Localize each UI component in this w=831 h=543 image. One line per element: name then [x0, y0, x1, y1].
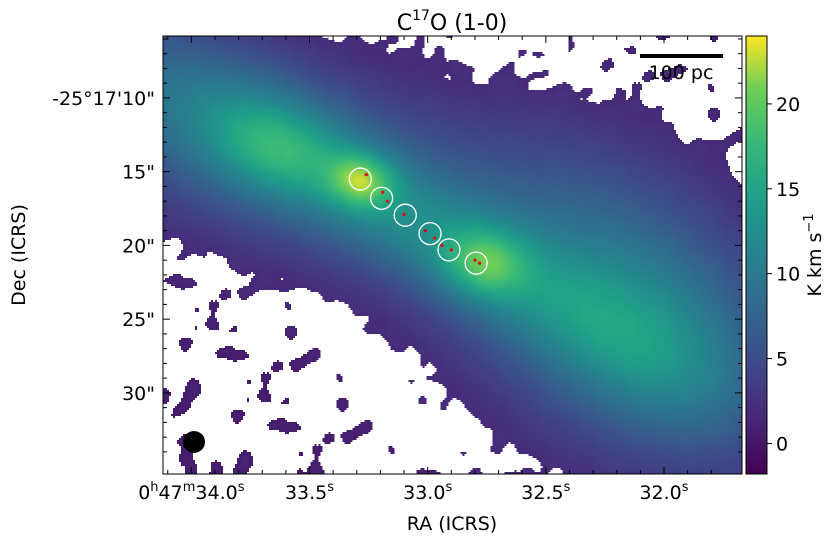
red-marker: [423, 229, 427, 233]
colorbar: 0 5 10 15 20 K km s−1: [745, 35, 826, 475]
colorbar-tick-label: 20: [776, 94, 800, 116]
x-tick-label: 32.0s: [639, 480, 688, 504]
colorbar-tick-label: 5: [776, 349, 788, 371]
red-marker: [385, 199, 390, 203]
scale-bar-label: 100 pc: [649, 62, 714, 84]
red-markers: [364, 173, 482, 265]
y-tick-label: 25": [122, 309, 155, 331]
red-marker: [402, 212, 406, 217]
aperture-circle: [369, 186, 394, 210]
aperture-circle: [418, 221, 442, 246]
y-axis-label: Dec (ICRS): [8, 204, 30, 306]
intensity-map: [163, 36, 742, 474]
y-tick-label: -25°17'10": [52, 88, 155, 110]
plot-area: 100 pc: [162, 35, 743, 475]
beam-ellipse: [183, 431, 205, 453]
x-tick-label: 0h47m34.0s: [138, 480, 245, 504]
aperture-circle: [437, 238, 461, 262]
red-marker: [433, 236, 437, 240]
y-tick-label: 15": [122, 162, 155, 184]
red-marker: [449, 248, 453, 252]
red-marker: [473, 258, 477, 262]
colorbar-tick-label: 15: [776, 179, 800, 201]
aperture-circle: [464, 251, 488, 275]
colorbar-gradient: [745, 35, 768, 475]
x-axis-label: RA (ICRS): [407, 513, 497, 535]
x-axis: 0h47m34.0s 33.5s 33.0s 32.5s 32.0s: [138, 36, 712, 504]
red-marker: [364, 173, 368, 177]
x-tick-label: 32.5s: [521, 480, 570, 504]
aperture-circle: [348, 167, 372, 191]
red-marker: [440, 243, 444, 248]
colorbar-tick-label: 0: [776, 433, 788, 455]
chart-title: C17O (1-0): [397, 8, 508, 36]
plot-frame: [162, 35, 743, 475]
colorbar-label: K km s−1: [802, 213, 826, 296]
colorbar-ticks: 0 5 10 15 20: [767, 94, 800, 455]
y-tick-label: 20": [122, 235, 155, 257]
scale-bar: 100 pc: [640, 54, 723, 84]
y-axis: -25°17'10" 15" 20" 25" 30": [52, 38, 742, 453]
y-tick-label: 30": [122, 383, 155, 405]
x-tick-label: 33.0s: [403, 480, 452, 504]
x-tick-label: 33.5s: [285, 480, 334, 504]
aperture-circles: [348, 167, 488, 275]
colorbar-tick-label: 10: [776, 264, 800, 286]
red-marker: [478, 261, 482, 265]
aperture-circle: [393, 203, 417, 227]
red-marker: [381, 190, 385, 194]
